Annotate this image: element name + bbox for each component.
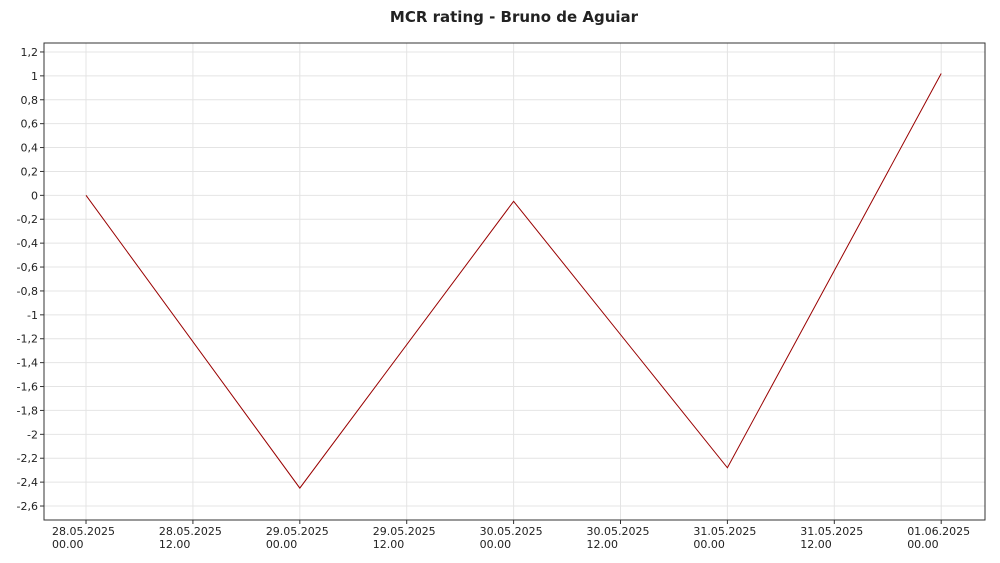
grid [44,43,985,520]
x-tick-label: 28.05.2025 12.00 [159,525,222,551]
y-tick-label: 1,2 [21,46,39,59]
x-tick-label: 29.05.2025 12.00 [373,525,436,551]
data-line [85,73,942,489]
x-tick-label: 28.05.2025 00.00 [52,525,115,551]
y-tick-label: 0,6 [21,118,39,131]
x-tick-label: 30.05.2025 00.00 [480,525,543,551]
y-tick-label: -2 [27,428,38,441]
y-tick-label: -1,6 [17,381,38,394]
y-tick-label: -0,4 [17,237,38,250]
y-tick-label: 1 [31,70,38,83]
y-tick-label: -2,4 [17,476,38,489]
y-tick-label: 0,4 [21,142,39,155]
y-tick-label: -2,2 [17,452,38,465]
x-tick-label: 31.05.2025 00.00 [693,525,756,551]
y-tick-label: -0,2 [17,213,38,226]
y-tick-label: -0,8 [17,285,38,298]
y-tick-label: -1,8 [17,404,38,417]
x-tick-label: 29.05.2025 00.00 [266,525,329,551]
x-tick-label: 31.05.2025 12.00 [800,525,863,551]
y-tick-label: -2,6 [17,500,38,513]
chart-title: MCR rating - Bruno de Aguiar [390,8,639,26]
x-tick-label: 01.06.2025 00.00 [907,525,970,551]
y-tick-label: 0,8 [21,94,39,107]
plot-frame [43,42,986,521]
y-tick-label: -1 [27,309,38,322]
y-tick-label: -1,4 [17,357,38,370]
y-tick-label: -0,6 [17,261,38,274]
y-tick-label: -1,2 [17,333,38,346]
x-tick-label: 30.05.2025 12.00 [587,525,650,551]
y-tick-label: 0,2 [21,165,39,178]
y-tick-label: 0 [31,189,38,202]
